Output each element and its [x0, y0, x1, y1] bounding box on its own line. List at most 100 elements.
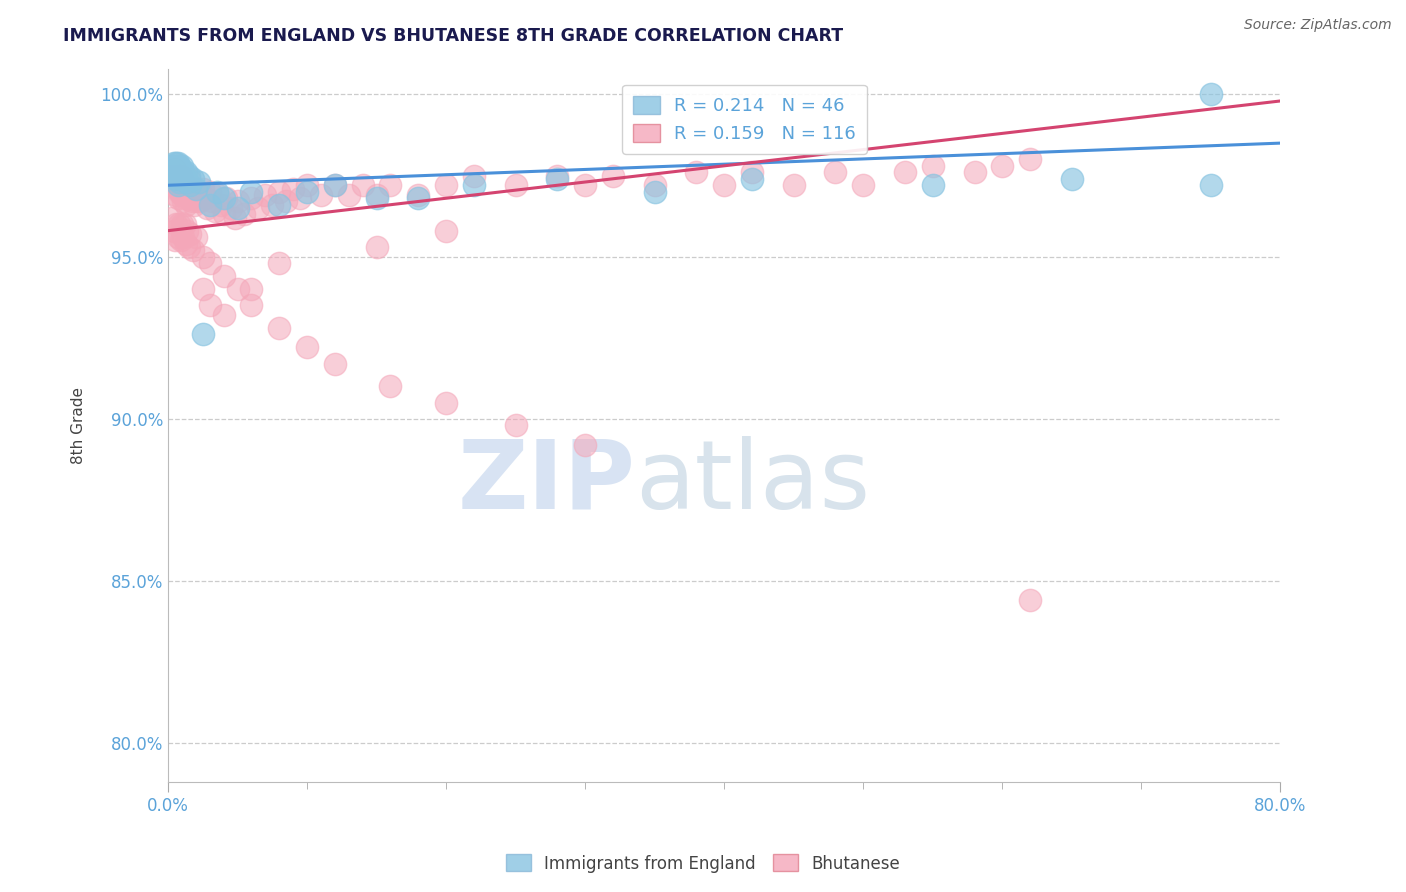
- Point: [1019, 593, 1042, 607]
- Point: [172, 194, 194, 209]
- Point: [204, 204, 226, 219]
- Point: [177, 169, 200, 183]
- Point: [165, 188, 187, 202]
- Text: Source: ZipAtlas.com: Source: ZipAtlas.com: [1244, 18, 1392, 32]
- Point: [366, 188, 388, 202]
- Point: [169, 181, 191, 195]
- Point: [181, 243, 204, 257]
- Point: [226, 282, 249, 296]
- Point: [162, 165, 184, 179]
- Point: [212, 268, 235, 283]
- Point: [574, 438, 596, 452]
- Point: [174, 236, 197, 251]
- Point: [309, 188, 332, 202]
- Point: [160, 169, 183, 183]
- Point: [546, 171, 568, 186]
- Point: [166, 155, 188, 169]
- Point: [434, 224, 457, 238]
- Point: [247, 201, 270, 215]
- Point: [169, 234, 191, 248]
- Point: [184, 181, 207, 195]
- Point: [191, 327, 214, 342]
- Point: [209, 198, 232, 212]
- Legend: Immigrants from England, Bhutanese: Immigrants from England, Bhutanese: [499, 847, 907, 880]
- Point: [179, 178, 201, 193]
- Point: [184, 185, 207, 199]
- Point: [174, 198, 197, 212]
- Point: [162, 224, 184, 238]
- Point: [167, 171, 190, 186]
- Point: [166, 181, 188, 195]
- Point: [434, 178, 457, 193]
- Point: [602, 169, 624, 183]
- Point: [188, 194, 211, 209]
- Point: [173, 178, 195, 193]
- Point: [163, 169, 186, 183]
- Point: [921, 159, 943, 173]
- Point: [181, 171, 204, 186]
- Point: [174, 165, 197, 179]
- Point: [337, 188, 360, 202]
- Point: [165, 171, 187, 186]
- Point: [191, 282, 214, 296]
- Point: [176, 185, 198, 199]
- Text: atlas: atlas: [636, 436, 870, 529]
- Point: [269, 256, 291, 270]
- Point: [380, 379, 402, 393]
- Point: [170, 171, 193, 186]
- Point: [505, 418, 527, 433]
- Point: [295, 340, 318, 354]
- Point: [226, 194, 249, 209]
- Point: [212, 207, 235, 221]
- Point: [179, 181, 201, 195]
- Point: [167, 169, 190, 183]
- Point: [169, 162, 191, 177]
- Point: [741, 171, 763, 186]
- Point: [434, 395, 457, 409]
- Point: [207, 188, 229, 202]
- Point: [183, 198, 205, 212]
- Point: [352, 178, 374, 193]
- Point: [254, 188, 277, 202]
- Point: [166, 169, 188, 183]
- Point: [546, 169, 568, 183]
- Point: [198, 256, 221, 270]
- Point: [162, 155, 184, 169]
- Point: [783, 178, 806, 193]
- Point: [166, 230, 188, 244]
- Point: [1199, 178, 1222, 193]
- Point: [187, 185, 209, 199]
- Point: [644, 185, 666, 199]
- Point: [233, 207, 256, 221]
- Point: [240, 298, 263, 312]
- Point: [323, 178, 346, 193]
- Point: [408, 188, 430, 202]
- Point: [463, 169, 485, 183]
- Point: [191, 181, 214, 195]
- Point: [194, 191, 217, 205]
- Point: [212, 191, 235, 205]
- Point: [180, 194, 202, 209]
- Point: [176, 224, 198, 238]
- Point: [162, 175, 184, 189]
- Point: [174, 181, 197, 195]
- Point: [574, 178, 596, 193]
- Point: [276, 194, 298, 209]
- Point: [366, 191, 388, 205]
- Point: [212, 308, 235, 322]
- Point: [852, 178, 875, 193]
- Point: [380, 178, 402, 193]
- Point: [173, 191, 195, 205]
- Point: [160, 211, 183, 225]
- Point: [166, 165, 188, 179]
- Point: [160, 159, 183, 173]
- Point: [262, 198, 284, 212]
- Point: [166, 191, 188, 205]
- Point: [824, 165, 846, 179]
- Point: [191, 250, 214, 264]
- Point: [170, 217, 193, 231]
- Point: [505, 178, 527, 193]
- Point: [170, 188, 193, 202]
- Point: [167, 175, 190, 189]
- Y-axis label: 8th Grade: 8th Grade: [72, 387, 86, 464]
